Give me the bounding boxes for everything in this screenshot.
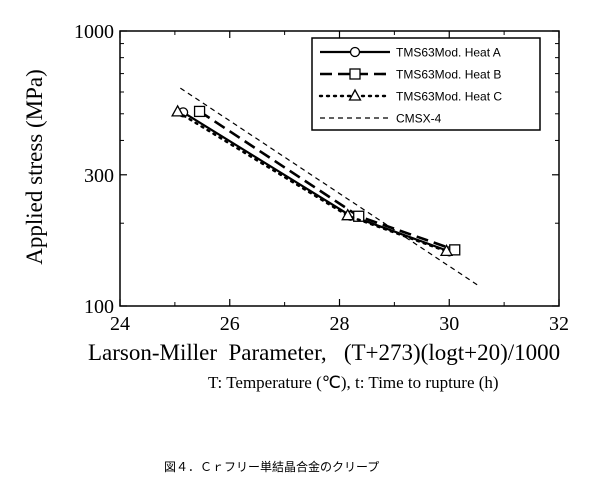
series-tms63mod-heat-c (171, 104, 454, 257)
marker-square (449, 244, 461, 256)
marker-square (349, 68, 361, 80)
axis-ticks (119, 30, 560, 307)
marker-triangle (348, 88, 362, 101)
x-axis-title: Larson-Miller Parameter, (T+273)(logt+20… (88, 340, 560, 365)
marker-square (353, 210, 365, 222)
axis-note: T: Temperature (℃), t: Time to rupture (… (208, 373, 499, 392)
marker-square (193, 105, 206, 118)
y-tick-label: 100 (84, 296, 114, 318)
x-tick-label: 30 (439, 313, 459, 335)
series-line (180, 87, 480, 287)
y-tick-label: 1000 (74, 21, 114, 43)
figure-caption: 図４．Ｃｒフリー単結晶合金のクリープ (164, 459, 379, 474)
y-axis-title: Applied stress (MPa) (22, 69, 47, 264)
legend-label-tms63mod-heat-c: TMS63Mod. Heat C (396, 90, 502, 104)
legend-label-cmsx-4: CMSX-4 (396, 112, 442, 126)
series-line (182, 111, 450, 253)
series-layer (171, 87, 480, 287)
marker-triangle (439, 244, 454, 257)
marker-triangle (341, 208, 355, 221)
x-tick-label: 32 (549, 313, 569, 335)
series-cmsx-4 (180, 87, 480, 287)
series-tms63mod-heat-b (193, 105, 461, 256)
x-tick-label: 28 (330, 313, 350, 335)
y-tick-label: 300 (84, 165, 114, 187)
legend-label-tms63mod-heat-b: TMS63Mod. Heat B (396, 68, 501, 82)
marker-circle (349, 46, 361, 58)
series-line (198, 110, 456, 252)
legend-label-tms63mod-heat-a: TMS63Mod. Heat A (396, 46, 501, 60)
tick-labels: 24 26 28 30 32 100 300 1000 (74, 21, 569, 335)
legend: TMS63Mod. Heat A TMS63Mod. Heat B TMS63Mod… (311, 37, 541, 131)
x-tick-label: 26 (220, 313, 240, 335)
marker-triangle (171, 104, 185, 117)
x-tick-label: 24 (110, 313, 130, 335)
legend-box (311, 37, 541, 131)
